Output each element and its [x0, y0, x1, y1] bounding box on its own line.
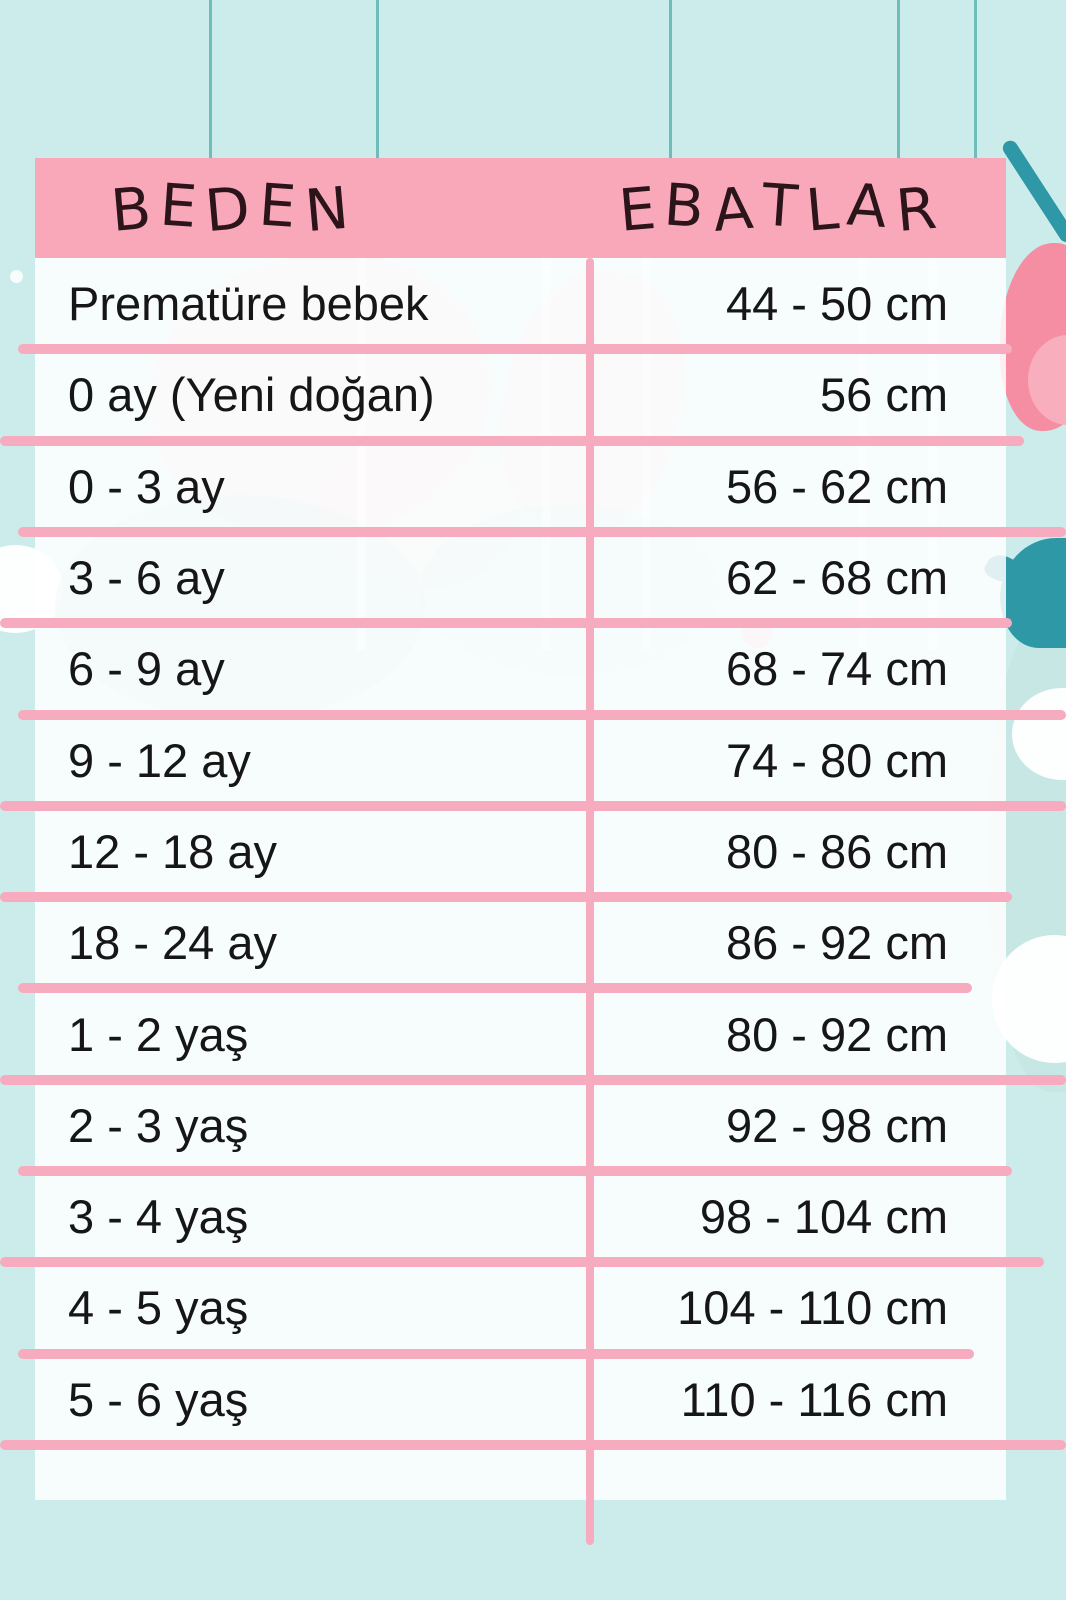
table-row: 5 - 6 yaş 110 - 116 cm	[35, 1354, 1006, 1445]
table-row: 0 - 3 ay 56 - 62 cm	[35, 441, 1006, 532]
size-table: BEDEN EBATLAR Prematüre bebek 44 - 50 cm…	[35, 158, 1006, 1500]
table-row: 12 - 18 ay 80 - 86 cm	[35, 806, 1006, 897]
dimension-cell: 98 - 104 cm	[699, 1190, 948, 1244]
dimension-cell: 68 - 74 cm	[725, 642, 948, 696]
column-header-beden: BEDEN	[108, 170, 361, 246]
table-row: 0 ay (Yeni doğan) 56 cm	[35, 349, 1006, 440]
row-separator-line	[18, 1348, 974, 1359]
dimension-cell: 74 - 80 cm	[725, 733, 948, 787]
dimension-cell: 92 - 98 cm	[725, 1098, 948, 1152]
row-separator-line	[0, 1257, 1044, 1268]
dimension-cell: 62 - 68 cm	[725, 551, 948, 605]
dimension-cell: 104 - 110 cm	[677, 1281, 948, 1335]
size-cell: 5 - 6 yaş	[68, 1372, 249, 1426]
table-row: 18 - 24 ay 86 - 92 cm	[35, 897, 1006, 988]
string-icon	[897, 0, 900, 160]
size-cell: 0 ay (Yeni doğan)	[68, 368, 435, 422]
dimension-cell: 86 - 92 cm	[725, 916, 948, 970]
row-separator-line	[18, 709, 1066, 720]
size-cell: 9 - 12 ay	[68, 733, 251, 787]
table-row: 1 - 2 yaş 80 - 92 cm	[35, 988, 1006, 1079]
dimension-cell: 110 - 116 cm	[680, 1372, 948, 1426]
string-icon	[209, 0, 212, 160]
table-row: 4 - 5 yaş 104 - 110 cm	[35, 1262, 1006, 1353]
table-row: 6 - 9 ay 68 - 74 cm	[35, 623, 1006, 714]
table-row: Prematüre bebek 44 - 50 cm	[35, 258, 1006, 349]
size-cell: 2 - 3 yaş	[68, 1098, 249, 1152]
size-cell: 18 - 24 ay	[68, 916, 278, 970]
size-cell: 0 - 3 ay	[68, 459, 225, 513]
size-cell: 3 - 6 ay	[68, 551, 225, 605]
size-cell: 1 - 2 yaş	[68, 1007, 249, 1061]
row-separator-line	[0, 892, 1012, 903]
row-separator-line	[18, 983, 972, 994]
table-header: BEDEN EBATLAR	[35, 158, 1006, 258]
row-separator-line	[0, 1439, 1066, 1450]
table-row: 3 - 6 ay 62 - 68 cm	[35, 532, 1006, 623]
size-cell: 12 - 18 ay	[68, 824, 278, 878]
row-separator-line	[0, 618, 1012, 629]
size-cell: 6 - 9 ay	[68, 642, 225, 696]
table-row: 2 - 3 yaş 92 - 98 cm	[35, 1080, 1006, 1171]
row-separator-line	[0, 435, 1024, 446]
row-separator-line	[0, 1074, 1066, 1085]
column-header-ebatlar: EBATLAR	[615, 170, 949, 246]
table-row: 9 - 12 ay 74 - 80 cm	[35, 714, 1006, 805]
whale-icon	[1000, 538, 1066, 648]
string-icon	[974, 0, 977, 160]
row-separator-line	[18, 344, 1012, 355]
dimension-cell: 80 - 86 cm	[725, 824, 948, 878]
dimension-cell: 56 - 62 cm	[725, 459, 948, 513]
size-cell: 4 - 5 yaş	[68, 1281, 249, 1335]
table-body: Prematüre bebek 44 - 50 cm 0 ay (Yeni do…	[35, 258, 1006, 1445]
row-separator-line	[18, 1166, 1012, 1176]
row-separator-line	[0, 800, 1066, 811]
column-divider	[586, 258, 594, 1545]
table-row: 3 - 4 yaş 98 - 104 cm	[35, 1171, 1006, 1262]
size-cell: Prematüre bebek	[68, 277, 429, 331]
dimension-cell: 44 - 50 cm	[725, 277, 948, 331]
dimension-cell: 56 cm	[820, 368, 948, 422]
bib-icon	[1000, 243, 1066, 431]
string-icon	[376, 0, 379, 160]
dimension-cell: 80 - 92 cm	[725, 1007, 948, 1061]
string-icon	[669, 0, 672, 160]
size-cell: 3 - 4 yaş	[68, 1190, 249, 1244]
row-separator-line	[18, 526, 1066, 537]
dot-icon	[10, 270, 23, 283]
ribbon-icon	[1000, 137, 1066, 245]
